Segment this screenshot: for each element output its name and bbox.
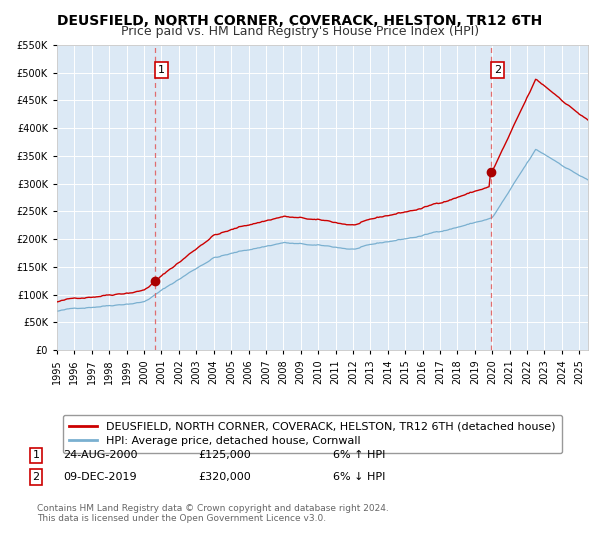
Text: 24-AUG-2000: 24-AUG-2000 [63,450,137,460]
Legend: DEUSFIELD, NORTH CORNER, COVERACK, HELSTON, TR12 6TH (detached house), HPI: Aver: DEUSFIELD, NORTH CORNER, COVERACK, HELST… [62,415,562,453]
Text: Price paid vs. HM Land Registry's House Price Index (HPI): Price paid vs. HM Land Registry's House … [121,25,479,38]
Text: 1: 1 [32,450,40,460]
Text: 6% ↓ HPI: 6% ↓ HPI [333,472,385,482]
Text: 2: 2 [494,65,501,75]
Text: 6% ↑ HPI: 6% ↑ HPI [333,450,385,460]
Text: £320,000: £320,000 [198,472,251,482]
Text: Contains HM Land Registry data © Crown copyright and database right 2024.
This d: Contains HM Land Registry data © Crown c… [37,504,389,524]
Text: 2: 2 [32,472,40,482]
Text: 1: 1 [158,65,165,75]
Text: £125,000: £125,000 [198,450,251,460]
Text: DEUSFIELD, NORTH CORNER, COVERACK, HELSTON, TR12 6TH: DEUSFIELD, NORTH CORNER, COVERACK, HELST… [58,14,542,28]
Text: 09-DEC-2019: 09-DEC-2019 [63,472,137,482]
